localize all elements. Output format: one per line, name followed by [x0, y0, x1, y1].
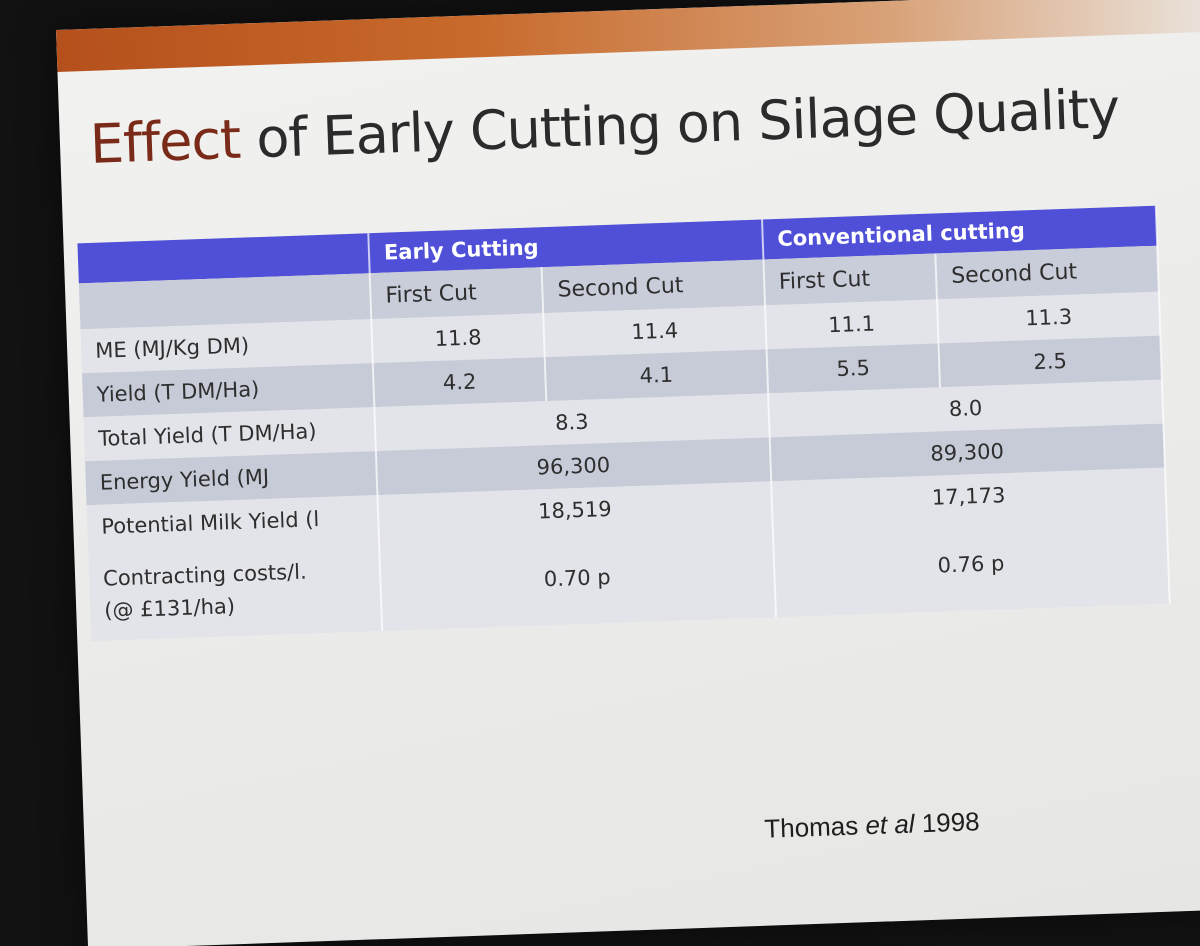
cell-me-conv-first: 11.1: [764, 299, 939, 350]
cell-me-early-second: 11.4: [543, 305, 767, 358]
sub-header-early-first: First Cut: [369, 267, 544, 320]
sub-header-conv-first: First Cut: [763, 253, 938, 306]
row-label-contracting: Contracting costs/l. (@ £131/ha): [88, 539, 383, 642]
presentation-slide: Effect of Early Cutting on Silage Qualit…: [56, 0, 1200, 946]
silage-table: Early Cutting Conventional cutting First…: [77, 205, 1170, 642]
cell-yield-early-first: 4.2: [372, 357, 547, 408]
cell-me-conv-second: 11.3: [937, 291, 1161, 344]
citation-author: Thomas: [763, 810, 859, 844]
citation-etal: et al: [864, 808, 916, 841]
cell-yield-conv-first: 5.5: [766, 343, 941, 394]
slide-title-rest: of Early Cutting on Silage Quality: [239, 76, 1121, 171]
slide-title-first-word: Effect: [88, 107, 242, 176]
citation-year: 1998: [921, 806, 981, 839]
slide-top-band: [56, 0, 1200, 72]
sub-header-early-second: Second Cut: [541, 259, 765, 314]
row-label-contracting-line2: (@ £131/ha): [103, 594, 236, 623]
cell-contracting-early: 0.70 p: [378, 525, 776, 631]
cell-yield-early-second: 4.1: [544, 349, 768, 402]
row-label-contracting-line1: Contracting costs/l.: [102, 559, 308, 591]
cell-yield-conv-second: 2.5: [938, 335, 1162, 388]
sub-header-conv-second: Second Cut: [935, 245, 1159, 300]
cell-me-early-first: 11.8: [371, 313, 545, 364]
cell-contracting-conv: 0.76 p: [772, 511, 1170, 618]
citation: Thomas et al 1998: [764, 806, 980, 844]
slide-title: Effect of Early Cutting on Silage Qualit…: [89, 77, 1120, 176]
